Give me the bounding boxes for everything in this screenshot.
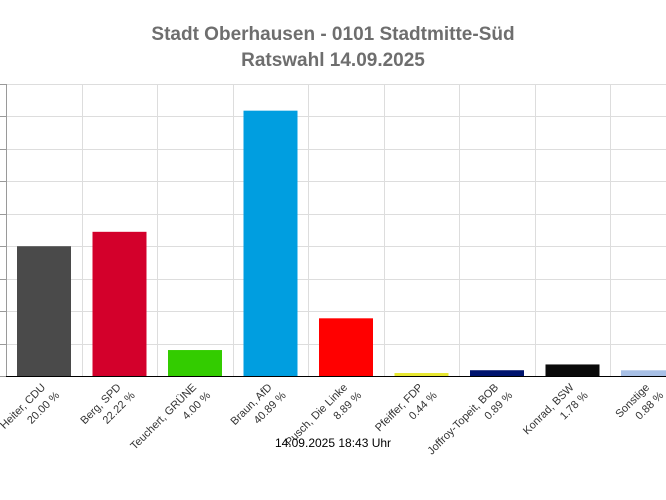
bar-7 [470,370,524,376]
chart-title-line2: Ratswahl 14.09.2025 [241,50,425,71]
chart-title: Stadt Oberhausen - 0101 Stadtmitte-Süd R… [0,22,666,74]
bar-6 [394,373,449,376]
bar-2 [92,231,147,376]
bar-8 [545,364,600,376]
bar-1 [17,246,71,376]
bar-5 [319,318,373,376]
bar-9 [621,370,666,376]
bar-4 [243,110,298,376]
timestamp-footer: 14.09.2025 18:43 Uhr [274,436,392,450]
bar-3 [168,350,222,376]
chart-title-line1: Stadt Oberhausen - 0101 Stadtmitte-Süd [151,24,515,45]
